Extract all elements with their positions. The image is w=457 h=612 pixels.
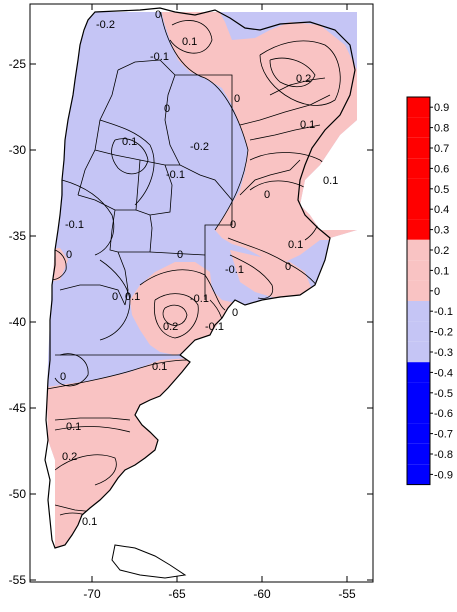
legend-label: 0 <box>434 286 440 298</box>
legend-swatch <box>407 137 430 159</box>
x-tick-label: -70 <box>83 587 101 601</box>
y-tick-label: -30 <box>9 143 27 157</box>
x-tick-label: -65 <box>168 587 186 601</box>
legend-swatch <box>407 362 430 383</box>
legend-label: -0.2 <box>434 327 453 339</box>
legend-label: 0.9 <box>434 102 449 114</box>
legend-swatch <box>407 423 430 444</box>
contour-label: 0.1 <box>82 516 97 528</box>
contour-label: 0 <box>177 249 183 261</box>
contour-label: -0.1 <box>150 51 169 63</box>
contour-label: 0.2 <box>62 451 77 463</box>
legend-swatch <box>407 97 430 118</box>
contour-label: -0.1 <box>166 169 185 181</box>
contour-label: 0.1 <box>122 136 137 148</box>
contour-label: 0.1 <box>182 36 197 48</box>
contour-label: 0 <box>66 249 72 261</box>
legend-label: 0.2 <box>434 245 449 257</box>
contour-label: -0.2 <box>190 141 209 153</box>
contour-label: 0 <box>60 371 66 383</box>
legend-swatch <box>407 341 430 363</box>
contour-label: -0.1 <box>65 219 84 231</box>
positive-anomaly-area-northwest-patch <box>168 18 212 58</box>
contour-label: 0.2 <box>296 73 311 85</box>
legend-label: -0.6 <box>434 408 453 420</box>
legend-swatch <box>407 199 430 220</box>
contour-label: 0.2 <box>163 321 178 333</box>
legend-label: 0.8 <box>434 123 449 135</box>
legend-label: -0.8 <box>434 449 453 461</box>
legend-label: 0.1 <box>434 265 449 277</box>
contour-label: 0 <box>155 9 161 21</box>
contour-label: 0.1 <box>323 175 338 187</box>
legend-swatch <box>407 178 430 199</box>
legend-swatch <box>407 403 430 424</box>
legend-label: 0.6 <box>434 163 449 175</box>
y-tick-label: -50 <box>9 487 27 501</box>
legend-swatch <box>407 301 430 322</box>
x-tick-labels: -70 -65 -60 -55 <box>83 587 356 601</box>
legend-label: -0.1 <box>434 306 453 318</box>
contour-label: -0.1 <box>205 321 224 333</box>
contour-label: 0.1 <box>125 291 140 303</box>
contour-label: 0.1 <box>300 119 315 131</box>
legend-label: 0.3 <box>434 225 449 237</box>
legend-label: -0.9 <box>434 469 453 481</box>
axis-ticks <box>30 4 373 582</box>
y-tick-label: -25 <box>9 57 27 71</box>
x-tick-label: -60 <box>253 587 271 601</box>
contour-label: 0.1 <box>288 239 303 251</box>
legend-label: -0.3 <box>434 347 453 359</box>
tierra-del-fuego-outline <box>111 544 187 579</box>
contour-label: 0.1 <box>66 421 81 433</box>
contour-label: 0 <box>234 93 240 105</box>
legend-swatch <box>407 321 430 342</box>
legend-label: 0.7 <box>434 143 449 155</box>
legend-label: -0.7 <box>434 429 453 441</box>
contour-labels: -0.2 0 0.1 -0.1 0.2 0 0.1 -0.2 0 0.1 0.1… <box>60 9 338 528</box>
province-boundaries <box>54 59 331 513</box>
contour-label: 0 <box>112 291 118 303</box>
y-tick-label: -55 <box>9 573 27 587</box>
legend-swatch <box>407 239 430 261</box>
country-outline <box>44 7 356 549</box>
contour-label: 0 <box>230 219 236 231</box>
contour-label: -0.2 <box>96 19 115 31</box>
plot-frame <box>29 3 374 583</box>
legend-label: 0.5 <box>434 184 449 196</box>
contour-label: -0.1 <box>190 293 209 305</box>
positive-anomaly-area-east-patch <box>230 250 312 298</box>
legend-swatch <box>407 382 430 403</box>
y-tick-labels: -25 -30 -35 -40 -45 -50 -55 <box>9 57 27 587</box>
legend-swatch <box>407 280 430 301</box>
legend-swatch <box>407 464 430 485</box>
contour-label: 0.1 <box>152 361 167 373</box>
legend-swatch <box>407 158 430 179</box>
contour-label: 0 <box>285 261 291 273</box>
legend-label: -0.4 <box>434 367 453 379</box>
legend-swatch <box>407 219 430 240</box>
legend-swatch <box>407 260 430 281</box>
x-tick-label: -55 <box>338 587 356 601</box>
y-tick-label: -45 <box>9 401 27 415</box>
legend-swatch <box>407 443 430 465</box>
contour-label: 0 <box>232 307 238 319</box>
contour-label: 0 <box>264 189 270 201</box>
y-tick-label: -35 <box>9 229 27 243</box>
legend-label: -0.5 <box>434 388 453 400</box>
y-tick-label: -40 <box>9 315 27 329</box>
color-legend: 0.9 0.8 0.7 0.6 0.5 0.4 0.3 0.2 0.1 0 -0.1 -0.2 -0.3… <box>406 96 453 486</box>
legend-label: 0.4 <box>434 204 449 216</box>
contour-label: 0 <box>164 103 170 115</box>
legend-swatch <box>407 117 430 138</box>
contour-label: -0.1 <box>225 264 244 276</box>
